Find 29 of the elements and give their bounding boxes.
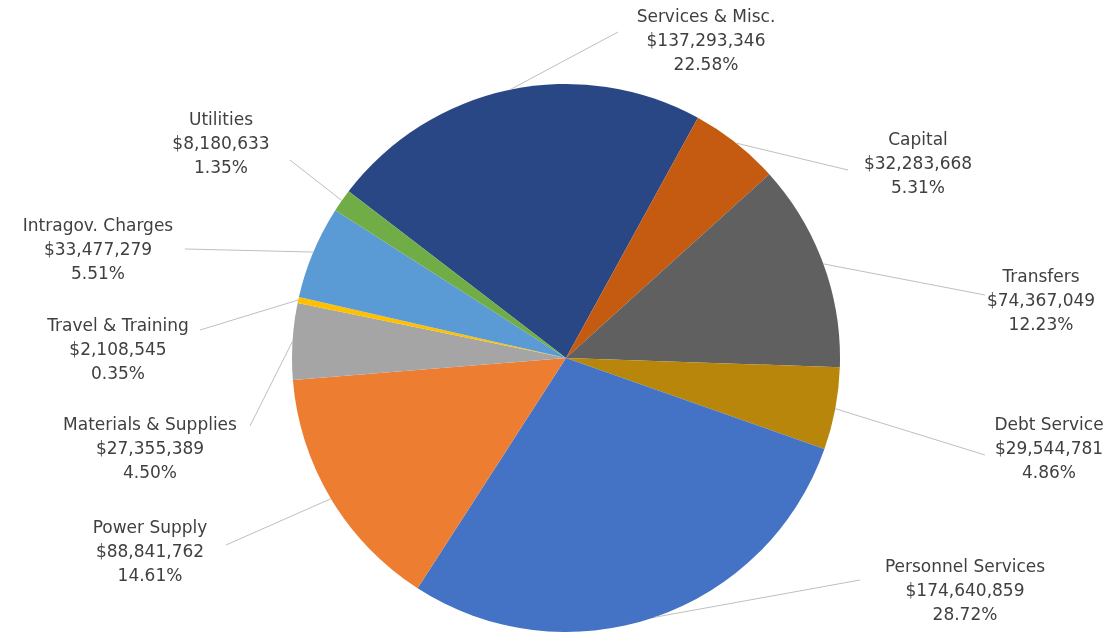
data-label: $33,477,279 5.51% xyxy=(43,239,153,283)
pie-slice xyxy=(292,358,566,589)
pie-slice xyxy=(298,210,566,358)
slice-label: Services & Misc. xyxy=(636,6,776,26)
data-label: $174,640,859 28.72% xyxy=(905,580,1025,624)
slice-label: Utilities xyxy=(189,109,254,129)
slice-label: Transfers xyxy=(1001,266,1080,286)
slice-label: Debt Service xyxy=(994,414,1104,434)
pie-slice xyxy=(566,117,770,358)
slice-label: Materials & Supplies xyxy=(63,414,238,434)
pie-slice xyxy=(566,358,840,450)
pie-slice xyxy=(348,84,698,358)
pie-slice xyxy=(417,358,825,632)
data-label: $137,293,346 22.58% xyxy=(646,30,766,74)
data-label: $32,283,668 5.31% xyxy=(863,153,973,197)
data-label: $74,367,049 12.23% xyxy=(986,290,1096,334)
data-label: $2,108,545 0.35% xyxy=(69,339,167,383)
pie-slice xyxy=(292,302,566,380)
pie-slice xyxy=(566,174,840,368)
data-label: $88,841,762 14.61% xyxy=(95,541,205,585)
data-label: $8,180,633 1.35% xyxy=(172,133,270,177)
slice-label: Power Supply xyxy=(92,517,208,537)
data-label: $29,544,781 4.86% xyxy=(994,438,1104,482)
data-label: $27,355,389 4.50% xyxy=(95,438,205,482)
slice-label: Travel & Training xyxy=(46,315,189,335)
slice-label: Capital xyxy=(888,129,948,149)
slice-label: Intragov. Charges xyxy=(22,215,174,235)
slice-label: Personnel Services xyxy=(884,556,1046,576)
pie-slice xyxy=(335,191,566,358)
